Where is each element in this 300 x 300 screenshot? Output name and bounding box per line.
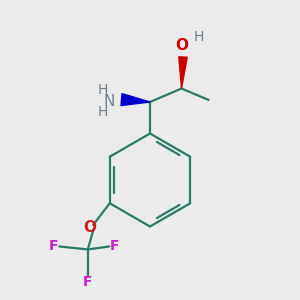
Text: O: O: [175, 38, 188, 53]
Text: F: F: [49, 239, 59, 253]
Text: F: F: [110, 239, 120, 253]
Text: F: F: [83, 275, 93, 290]
Text: H: H: [98, 105, 108, 118]
Text: O: O: [83, 220, 96, 235]
Polygon shape: [179, 57, 187, 88]
Text: H: H: [98, 83, 108, 97]
Polygon shape: [121, 94, 150, 106]
Text: N: N: [104, 94, 115, 109]
Text: H: H: [194, 30, 204, 44]
